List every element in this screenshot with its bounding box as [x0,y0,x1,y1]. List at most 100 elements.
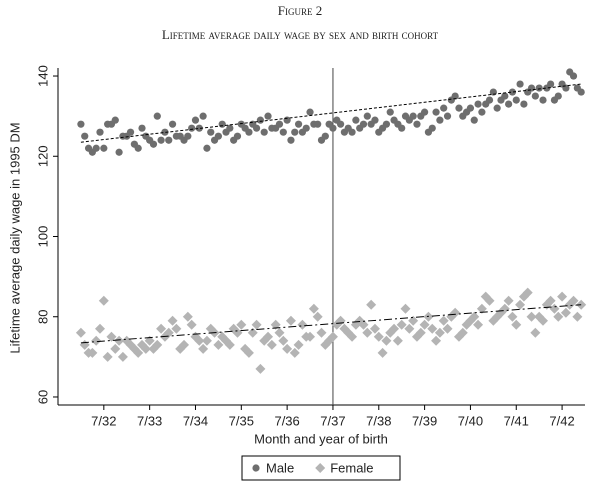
point [547,80,555,88]
point [508,88,517,96]
point [95,323,106,334]
point [278,335,289,346]
point [432,108,440,116]
point [157,136,165,144]
point [188,124,196,132]
point [291,128,299,136]
point [400,303,411,314]
point [577,88,585,96]
point [156,323,167,334]
point [369,323,380,334]
point [134,144,142,152]
point [163,327,174,338]
point [389,323,400,334]
point [442,323,453,334]
point [275,120,284,128]
point [266,339,277,350]
x-tick-label: 7/39 [412,413,437,428]
x-tick-label: 7/37 [320,413,345,428]
point [478,108,486,116]
point [140,343,151,354]
point [245,128,253,136]
point [382,120,391,128]
point [531,92,539,100]
point [329,124,337,132]
point [572,311,583,322]
x-tick-label: 7/34 [183,413,208,428]
point [484,295,495,306]
point [195,124,203,132]
point [115,148,123,156]
point [515,299,526,310]
point [252,124,261,132]
fit-line [80,83,582,143]
point [263,331,274,342]
point [450,307,461,318]
point [152,339,163,350]
point [438,315,449,326]
point [81,132,89,140]
x-tick-label: 7/33 [137,413,162,428]
point [191,116,200,124]
point [431,335,442,346]
point [305,331,316,342]
point [348,128,356,136]
point [485,96,494,104]
point [270,319,281,330]
point [247,327,258,338]
point [297,319,308,330]
point [557,291,568,302]
point [96,128,104,136]
point [285,315,296,326]
point [560,307,571,318]
point [434,327,445,338]
point [100,144,108,152]
point [213,339,224,350]
point [201,335,212,346]
point [133,347,144,358]
point [149,140,158,148]
point [381,335,392,346]
point [373,331,384,342]
point [102,351,113,362]
point [226,124,234,132]
point [569,72,578,80]
point [451,92,459,100]
x-tick-label: 7/32 [91,413,116,428]
point [371,116,379,124]
point [256,116,264,124]
point [251,319,262,330]
x-tick-label: 7/38 [366,413,391,428]
point [117,351,128,362]
point [362,327,373,338]
point [499,303,510,314]
legend-marker [315,463,326,473]
point [161,128,169,136]
point [236,319,247,330]
point [179,339,190,350]
point [363,112,371,120]
point [392,335,403,346]
point [469,311,480,322]
point [520,100,528,108]
point [436,116,444,124]
point [302,124,310,132]
point [224,339,235,350]
point [549,303,560,314]
point [293,339,304,350]
point [321,132,329,140]
point [111,116,119,124]
point [568,295,579,306]
point [171,323,182,334]
point [457,327,468,338]
point [184,132,192,140]
point [186,319,197,330]
point [75,327,86,338]
point [440,104,448,112]
chart-title: Figure 2 [278,3,322,18]
point [352,116,360,124]
point [289,347,300,358]
point [503,295,514,306]
point [408,315,419,326]
x-axis-title: Month and year of birth [254,431,388,446]
